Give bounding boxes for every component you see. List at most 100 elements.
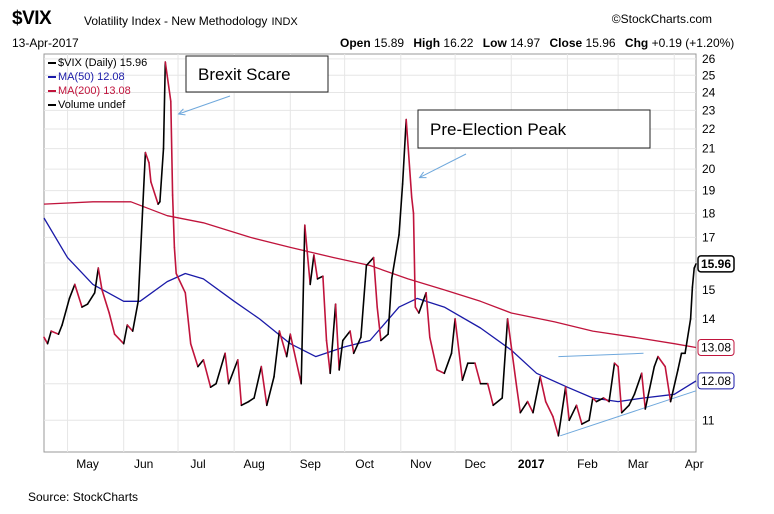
x-tick-Feb: Feb <box>577 457 598 471</box>
y-tick-14: 14 <box>702 312 716 326</box>
vix-segment <box>644 365 656 410</box>
legend: $VIX (Daily) 15.96 MA(50) 12.08 MA(200) 13… <box>48 56 147 112</box>
vix-segment <box>602 397 610 403</box>
y-tick-19: 19 <box>702 184 716 198</box>
legend-text: $VIX (Daily) 15.96 <box>58 57 148 69</box>
brand-label: ©StockCharts.com <box>611 12 712 26</box>
vix-segment <box>689 286 694 320</box>
chart-date: 13-Apr-2017 <box>12 36 79 50</box>
chart-description: Volatility Index - New Methodology INDX <box>84 14 298 28</box>
x-tick-May: May <box>76 457 99 471</box>
vix-segment <box>526 400 534 414</box>
vix-segment <box>227 359 239 385</box>
resistance-line <box>558 352 644 358</box>
vix-segment <box>209 382 217 389</box>
vix-segment <box>568 404 578 422</box>
vix-segment <box>197 359 205 368</box>
vix-segment <box>633 372 643 396</box>
vix-segment <box>43 336 49 345</box>
y-tick-15: 15 <box>702 283 716 297</box>
vix-segment <box>564 386 571 422</box>
vix-segment <box>247 397 255 403</box>
vix-segment <box>68 283 76 300</box>
vix-line <box>43 61 697 437</box>
vix-segment <box>684 318 692 355</box>
vix-segment <box>436 369 446 375</box>
vix-segment <box>450 318 456 355</box>
chg-label: Chg <box>624 36 649 50</box>
vix-segment <box>97 267 103 291</box>
vix-segment <box>380 333 389 342</box>
last-value-ma50: 12.08 <box>701 374 731 388</box>
vix-segment <box>240 400 250 407</box>
vix-segment <box>492 397 504 407</box>
vix-segment <box>273 330 281 378</box>
vix-segment <box>93 267 100 294</box>
last-value-box-ma200 <box>697 338 735 356</box>
vix-segment <box>657 355 667 368</box>
vix-segment <box>461 362 469 382</box>
vix-segment <box>265 375 275 407</box>
vix-segment <box>349 330 355 355</box>
vix-segment <box>401 118 408 185</box>
vix-segment <box>144 151 150 164</box>
vix-segment <box>260 365 268 407</box>
vix-segment <box>519 400 529 414</box>
last-value-vix: 15.96 <box>701 257 731 271</box>
x-tick-Apr: Apr <box>685 457 704 471</box>
legend-text: MA(200) 13.08 <box>58 85 131 97</box>
legend-text: MA(50) 12.08 <box>58 71 125 83</box>
vix-segment <box>617 365 623 414</box>
vix-segment <box>591 397 598 403</box>
vix-segment <box>365 256 375 267</box>
vix-segment <box>325 339 332 375</box>
vix-segment <box>278 330 288 358</box>
vix-segment <box>148 162 152 183</box>
vix-segment <box>552 415 560 437</box>
vix-segment <box>620 404 630 414</box>
y-tick-22: 22 <box>702 122 716 136</box>
high-value: 16.22 <box>443 36 474 50</box>
open-value: 15.89 <box>374 36 405 50</box>
legend-item: Volume undef <box>48 98 147 112</box>
vix-segment <box>300 224 306 385</box>
vix-segment <box>613 362 619 368</box>
vix-segment <box>575 404 583 425</box>
legend-item: MA(50) 12.08 <box>48 70 147 84</box>
x-tick-Nov: Nov <box>410 457 431 471</box>
x-tick-Jun: Jun <box>134 457 153 471</box>
vix-segment <box>81 303 89 308</box>
vix-segment <box>313 254 319 280</box>
x-tick-2017: 2017 <box>518 457 545 471</box>
y-tick-25: 25 <box>702 68 716 82</box>
vix-segment <box>405 118 413 199</box>
vix-segment <box>334 303 341 371</box>
vix-segment <box>137 151 147 303</box>
vix-segment <box>664 365 672 403</box>
y-tick-23: 23 <box>702 103 716 117</box>
vix-segment <box>410 196 415 215</box>
annotation-arrow-1 <box>419 153 467 178</box>
vix-segment <box>669 369 679 403</box>
description-text: Volatility Index - New Methodology <box>84 14 268 28</box>
last-value-ma200: 13.08 <box>701 340 731 354</box>
last-value-box-ma50 <box>697 372 735 390</box>
vix-segment <box>159 147 165 203</box>
vix-segment <box>175 272 187 294</box>
annotation-box-1 <box>417 109 651 149</box>
vix-segment <box>122 324 129 345</box>
vix-segment <box>329 303 337 375</box>
vix-segment <box>86 291 96 306</box>
annotation-box-0 <box>185 55 329 93</box>
y-tick-18: 18 <box>702 206 716 220</box>
vix-segment <box>338 339 344 371</box>
vix-segment <box>46 330 53 345</box>
vix-segment <box>640 372 647 410</box>
vix-segment <box>224 352 230 385</box>
legend-item: $VIX (Daily) 15.96 <box>48 56 147 70</box>
vix-segment <box>454 318 464 382</box>
vix-segment <box>322 275 328 342</box>
legend-text: Volume undef <box>58 99 126 111</box>
legend-swatch <box>48 62 56 65</box>
